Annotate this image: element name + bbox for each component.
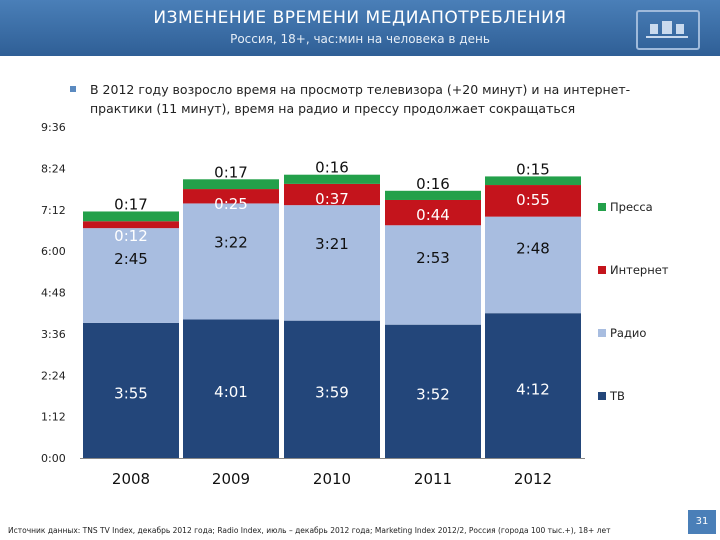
bar-radio-2009 [183, 203, 279, 320]
x-tick-label: 2008 [112, 470, 150, 488]
bar-press-2012 [485, 176, 581, 186]
y-tick-label: 8:24 [41, 162, 66, 175]
legend-swatch-radio [598, 329, 606, 337]
data-label-press-2011: 0:16 [416, 175, 450, 193]
summary-note: В 2012 году возросло время на просмотр т… [90, 82, 631, 116]
data-label-tv-2009: 4:01 [214, 383, 248, 401]
data-label-press-2009: 0:17 [214, 163, 248, 181]
bar-internet-2008 [83, 221, 179, 229]
data-label-internet-2008: 0:12 [114, 227, 148, 245]
bar-press-2011 [385, 190, 481, 200]
page-number: 31 [688, 510, 716, 534]
data-label-radio-2008: 2:45 [114, 250, 148, 268]
bar-internet-2011 [385, 199, 481, 226]
bar-tv-2010 [284, 320, 380, 458]
data-label-tv-2011: 3:52 [416, 385, 450, 403]
bar-internet-2010 [284, 183, 380, 206]
data-label-tv-2010: 3:59 [315, 384, 349, 402]
data-label-internet-2010: 0:37 [315, 190, 349, 208]
bar-radio-2012 [485, 216, 581, 314]
bar-radio-2010 [284, 205, 380, 321]
y-tick-label: 1:12 [41, 411, 66, 424]
data-label-radio-2009: 3:22 [214, 234, 248, 252]
bar-internet-2012 [485, 185, 581, 217]
legend-swatch-press [598, 203, 606, 211]
x-tick-label: 2010 [313, 470, 351, 488]
data-label-internet-2012: 0:55 [516, 191, 550, 209]
x-tick-label: 2012 [514, 470, 552, 488]
y-tick-label: 7:12 [41, 204, 66, 217]
y-tick-label: 6:00 [41, 245, 66, 258]
bar-press-2010 [284, 174, 380, 184]
source-note: Источник данных: TNS TV Index, декабрь 2… [8, 526, 611, 535]
page-title: ИЗМЕНЕНИЕ ВРЕМЕНИ МЕДИАПОТРЕБЛЕНИЯ [153, 8, 567, 28]
bar-tv-2012 [485, 313, 581, 458]
y-tick-label: 0:00 [41, 452, 66, 465]
bar-radio-2011 [385, 225, 481, 325]
y-tick-label: 3:36 [41, 328, 66, 341]
data-label-tv-2008: 3:55 [114, 385, 148, 403]
page-subtitle: Россия, 18+, час:мин на человека в день [230, 32, 490, 46]
data-label-internet-2009: 0:25 [214, 195, 248, 213]
x-tick-label: 2011 [414, 470, 452, 488]
data-label-press-2012: 0:15 [516, 160, 550, 178]
y-tick-label: 4:48 [41, 287, 66, 300]
y-tick-label: 2:24 [41, 369, 66, 382]
legend-swatch-internet [598, 266, 606, 274]
y-tick-label: 9:36 [41, 121, 66, 134]
data-label-radio-2011: 2:53 [416, 249, 450, 267]
bar-tv-2009 [183, 319, 279, 458]
bar-radio-2008 [83, 228, 179, 323]
data-label-radio-2012: 2:48 [516, 239, 550, 257]
legend-label-press: Пресса [610, 200, 653, 214]
legend-swatch-tv [598, 392, 606, 400]
data-label-press-2008: 0:17 [114, 195, 148, 213]
legend-label-internet: Интернет [610, 263, 669, 277]
data-label-tv-2012: 4:12 [516, 380, 550, 398]
bar-tv-2008 [83, 322, 179, 458]
legend-label-radio: Радио [610, 326, 646, 340]
legend-label-tv: ТВ [609, 389, 625, 403]
data-label-press-2010: 0:16 [315, 159, 349, 177]
logo-icon [636, 10, 700, 50]
data-label-radio-2010: 3:21 [315, 235, 349, 253]
bar-press-2008 [83, 211, 179, 222]
header-bar [0, 0, 720, 56]
data-label-internet-2011: 0:44 [416, 206, 450, 224]
bullet-icon [70, 86, 76, 92]
bar-tv-2011 [385, 324, 481, 458]
bar-press-2009 [183, 179, 279, 190]
x-tick-label: 2009 [212, 470, 250, 488]
bar-internet-2009 [183, 189, 279, 204]
